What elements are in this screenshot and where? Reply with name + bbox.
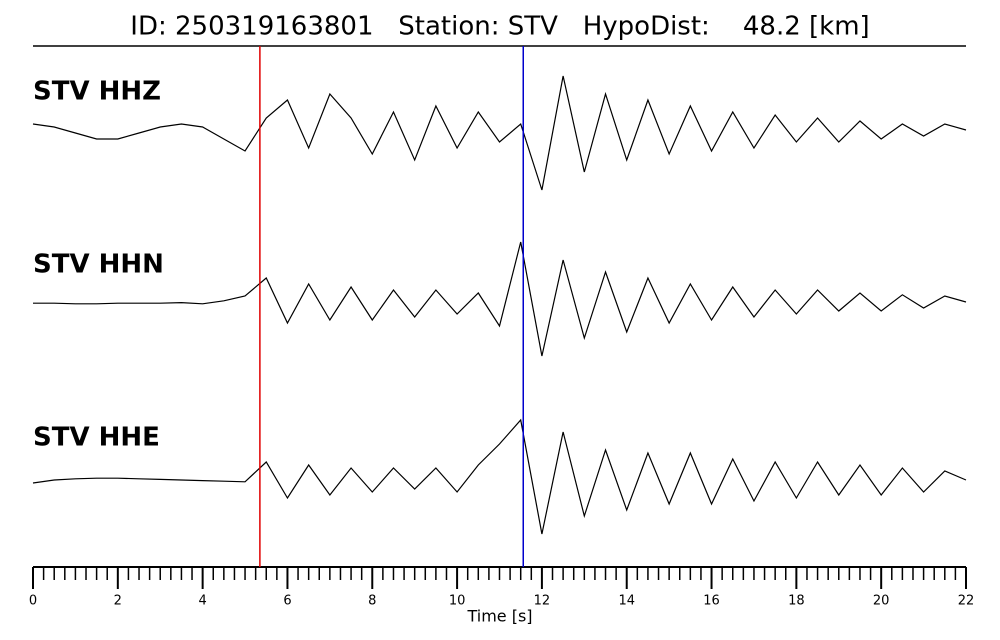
- trace-label: STV HHZ: [33, 77, 161, 107]
- x-tick-label: 22: [958, 594, 975, 609]
- x-tick-label: 2: [114, 594, 122, 609]
- x-tick-label: 6: [283, 594, 291, 609]
- x-tick-label: 18: [788, 594, 805, 609]
- x-tick-label: 16: [703, 594, 720, 609]
- trace-label: STV HHN: [33, 250, 164, 280]
- x-tick-label: 8: [368, 594, 376, 609]
- chart-title: ID: 250319163801 Station: STV HypoDist: …: [130, 12, 869, 42]
- x-tick-label: 4: [198, 594, 206, 609]
- waveform: [32, 75, 967, 191]
- waveform: [33, 241, 967, 357]
- trace-label: STV HHE: [33, 423, 160, 453]
- x-tick-label: 14: [618, 594, 635, 609]
- x-tick-label: 20: [873, 594, 890, 609]
- x-tick-label: 0: [29, 594, 37, 609]
- x-tick-label: 10: [449, 594, 466, 609]
- x-axis-label: Time [s]: [466, 607, 532, 626]
- waveform: [32, 418, 967, 535]
- x-tick-label: 12: [534, 594, 551, 609]
